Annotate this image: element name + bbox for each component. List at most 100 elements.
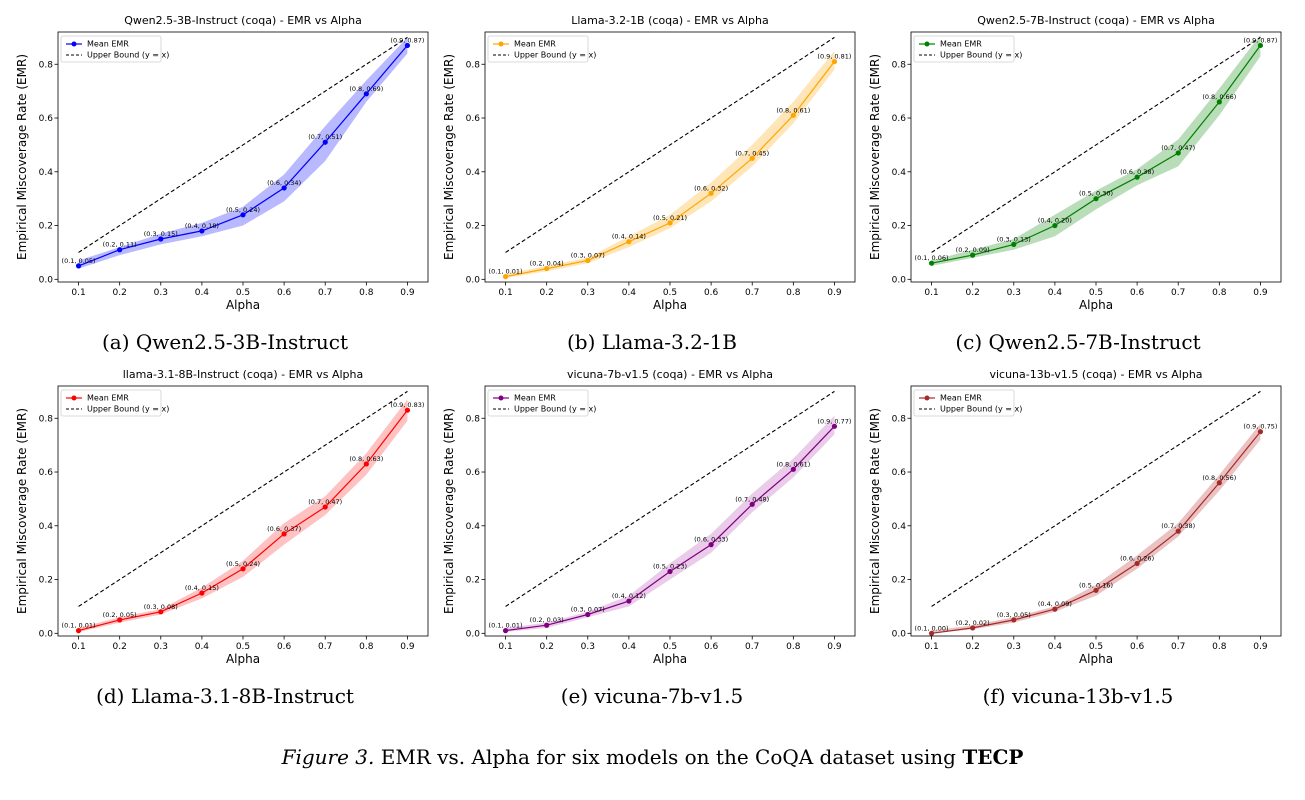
x-tick-label: 0.2 xyxy=(966,288,980,298)
upper-bound-line xyxy=(505,390,835,607)
plot-frame xyxy=(910,385,1282,637)
data-point xyxy=(1216,480,1222,486)
legend-mean-marker xyxy=(71,41,77,47)
data-label: (0.2, 0.02) xyxy=(956,619,990,627)
data-point xyxy=(790,112,796,118)
chart-svg: Llama-3.2-1B (coqa) - EMR vs Alpha (0.1, … xyxy=(442,14,856,312)
legend-mean-label: Mean EMR xyxy=(514,40,556,49)
x-tick-label: 0.1 xyxy=(498,288,512,298)
data-point xyxy=(117,247,123,253)
data-label: (0.4, 0.12) xyxy=(612,592,646,600)
y-tick-label: 0.6 xyxy=(892,114,907,124)
data-label: (0.8, 0.61) xyxy=(776,106,810,114)
x-tick-label: 0.9 xyxy=(1253,288,1268,298)
data-label: (0.9, 0.81) xyxy=(817,53,851,61)
data-label: (0.6, 0.26) xyxy=(1120,554,1154,562)
x-axis-label: Alpha xyxy=(1079,652,1113,666)
data-point xyxy=(544,622,550,628)
data-label: (0.4, 0.09) xyxy=(1038,600,1072,608)
chart-panel: vicuna-7b-v1.5 (coqa) - EMR vs Alpha (0.1… xyxy=(437,364,867,666)
x-tick-label: 0.7 xyxy=(318,642,332,652)
x-tick-label: 0.4 xyxy=(622,642,637,652)
chart-panel: Llama-3.2-1B (coqa) - EMR vs Alpha (0.1, … xyxy=(437,10,867,312)
subfigure-caption: (a) Qwen2.5-3B-Instruct xyxy=(102,330,348,354)
chart-svg: vicuna-7b-v1.5 (coqa) - EMR vs Alpha (0.1… xyxy=(442,368,856,666)
data-label: (0.6, 0.32) xyxy=(694,184,728,192)
x-tick-label: 0.9 xyxy=(1253,642,1268,652)
x-axis-label: Alpha xyxy=(226,652,260,666)
data-label: (0.4, 0.18) xyxy=(185,222,219,230)
data-label: (0.7, 0.47) xyxy=(1161,144,1195,152)
data-point xyxy=(75,263,82,269)
x-tick-label: 0.7 xyxy=(318,288,332,298)
data-label: (0.5, 0.24) xyxy=(226,206,260,214)
data-point xyxy=(708,542,714,548)
chart-panel: llama-3.1-8B-Instruct (coqa) - EMR vs Al… xyxy=(10,364,440,666)
y-tick-label: 0.0 xyxy=(892,629,907,639)
confidence-band xyxy=(931,423,1261,634)
plot-frame xyxy=(57,385,429,637)
y-tick-label: 0.6 xyxy=(466,114,481,124)
x-tick-label: 0.5 xyxy=(663,288,677,298)
y-tick-label: 0.6 xyxy=(892,468,907,478)
data-point xyxy=(544,265,550,272)
y-axis-label: Empirical Miscoverage Rate (EMR) xyxy=(15,54,29,260)
legend-box xyxy=(60,389,162,417)
data-point xyxy=(75,628,82,634)
x-tick-label: 0.1 xyxy=(71,642,85,652)
data-point xyxy=(970,625,976,631)
x-tick-label: 0.4 xyxy=(622,288,637,298)
chart-title: Llama-3.2-1B (coqa) - EMR vs Alpha xyxy=(571,14,769,27)
x-tick-label: 0.6 xyxy=(704,642,719,652)
x-tick-label: 0.1 xyxy=(924,288,938,298)
x-tick-label: 0.4 xyxy=(195,642,210,652)
y-tick-label: 0.4 xyxy=(39,522,54,532)
y-tick-label: 0.0 xyxy=(892,275,907,285)
y-axis-label: Empirical Miscoverage Rate (EMR) xyxy=(868,408,882,614)
data-point xyxy=(585,611,591,618)
y-tick-label: 0.8 xyxy=(466,414,481,424)
x-tick-label: 0.7 xyxy=(1171,642,1185,652)
data-label: (0.4, 0.14) xyxy=(612,233,646,241)
legend-upper-bound-label: Upper Bound (y = x) xyxy=(87,51,169,60)
x-tick-label: 0.1 xyxy=(71,288,85,298)
chart-svg: llama-3.1-8B-Instruct (coqa) - EMR vs Al… xyxy=(15,368,429,666)
mean-emr-line xyxy=(78,409,408,632)
mean-emr-line xyxy=(505,425,835,632)
legend-mean-marker xyxy=(71,395,77,401)
data-label: (0.6, 0.34) xyxy=(267,179,301,187)
x-tick-label: 0.2 xyxy=(113,642,127,652)
data-label: (0.7, 0.38) xyxy=(1161,522,1195,530)
data-point xyxy=(404,407,411,413)
upper-bound-line xyxy=(931,390,1261,607)
figure-caption: Figure 3. EMR vs. Alpha for six models o… xyxy=(0,745,1305,769)
data-label: (0.8, 0.66) xyxy=(1202,93,1236,101)
data-point xyxy=(1052,222,1058,229)
chart-title: vicuna-13b-v1.5 (coqa) - EMR vs Alpha xyxy=(989,368,1202,381)
data-label: (0.7, 0.48) xyxy=(735,495,769,503)
y-tick-label: 0.6 xyxy=(466,468,481,478)
chart-title: llama-3.1-8B-Instruct (coqa) - EMR vs Al… xyxy=(123,368,364,381)
chart-panel: vicuna-13b-v1.5 (coqa) - EMR vs Alpha (0.… xyxy=(863,364,1293,666)
y-tick-label: 0.2 xyxy=(892,222,906,232)
data-label: (0.2, 0.03) xyxy=(530,616,564,624)
data-point xyxy=(790,466,796,472)
x-tick-label: 0.8 xyxy=(786,288,801,298)
upper-bound-line xyxy=(931,36,1261,253)
data-point xyxy=(1257,429,1264,435)
legend-mean-label: Mean EMR xyxy=(514,394,556,403)
data-label: (0.3, 0.08) xyxy=(144,603,178,611)
data-point xyxy=(240,566,246,572)
x-tick-label: 0.5 xyxy=(236,288,250,298)
data-label: (0.3, 0.07) xyxy=(571,251,605,259)
y-axis-label: Empirical Miscoverage Rate (EMR) xyxy=(15,408,29,614)
legend-box xyxy=(487,389,589,417)
y-tick-label: 0.2 xyxy=(39,576,53,586)
x-axis-label: Alpha xyxy=(226,298,260,312)
legend-upper-bound-label: Upper Bound (y = x) xyxy=(940,51,1022,60)
x-tick-label: 0.7 xyxy=(745,288,759,298)
data-point xyxy=(928,260,935,266)
y-tick-label: 0.8 xyxy=(466,60,481,70)
subfigure-caption: (b) Llama-3.2-1B xyxy=(567,330,737,354)
upper-bound-line xyxy=(78,390,408,607)
